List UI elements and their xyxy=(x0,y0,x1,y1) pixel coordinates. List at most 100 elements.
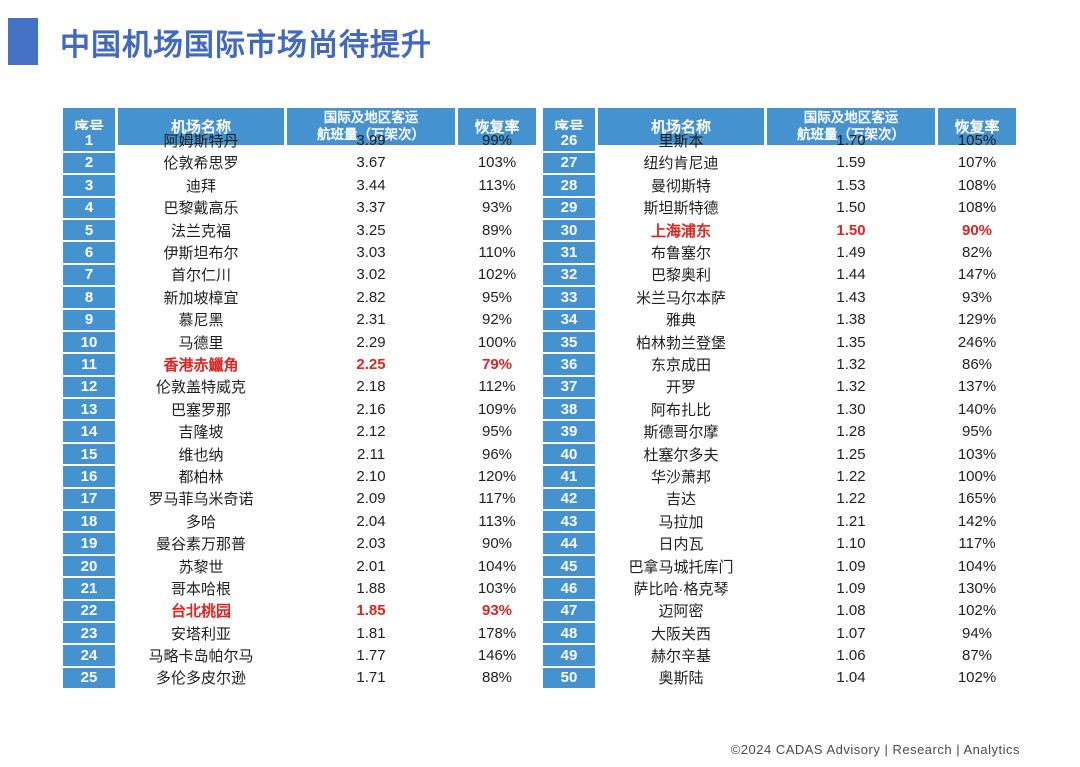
airport-name: 米兰马尔本萨 xyxy=(635,289,726,307)
recovery-rate: 103% xyxy=(477,154,517,172)
recovery-rate: 104% xyxy=(477,557,517,575)
recovery-rate: 103% xyxy=(477,579,517,597)
row-index: 17 xyxy=(63,488,115,510)
flight-volume: 2.10 xyxy=(356,467,386,485)
column-header: 国际及地区客运 航班量（万架次） xyxy=(767,108,935,145)
recovery-rate: 142% xyxy=(957,512,997,530)
recovery-rate: 108% xyxy=(957,176,997,194)
airport-name: 法兰克福 xyxy=(170,222,231,240)
title-row: 中国机场国际市场尚待提升 xyxy=(8,18,432,65)
airport-name: 马拉加 xyxy=(658,513,704,531)
airport-name: 维也纳 xyxy=(178,446,224,464)
recovery-rate: 137% xyxy=(957,378,997,396)
row-index: 33 xyxy=(543,287,595,308)
recovery-rate: 107% xyxy=(957,154,997,172)
recovery-rate: 96% xyxy=(481,445,513,463)
recovery-rate: 129% xyxy=(957,311,997,329)
recovery-rate: 90% xyxy=(961,221,993,239)
row-index: 31 xyxy=(543,242,595,263)
column-header: 恢复率 xyxy=(458,108,536,145)
airport-name: 吉隆坡 xyxy=(178,424,224,442)
flight-volume: 2.03 xyxy=(356,535,386,553)
row-index: 35 xyxy=(543,331,595,353)
airport-name: 首尔仁川 xyxy=(170,267,231,285)
row-index: 2 xyxy=(63,152,115,174)
airport-name: 杜塞尔多夫 xyxy=(643,446,719,464)
row-index: 39 xyxy=(543,421,595,442)
recovery-rate: 178% xyxy=(477,624,517,642)
airport-name: 巴拿马城托库门 xyxy=(628,558,734,576)
flight-volume: 1.06 xyxy=(836,647,866,665)
recovery-rate: 90% xyxy=(481,535,513,553)
column-header: 恢复率 xyxy=(938,108,1016,145)
airport-name: 曼彻斯特 xyxy=(650,177,711,195)
flight-volume: 1.59 xyxy=(836,154,866,172)
recovery-rate: 87% xyxy=(961,647,993,665)
airport-name: 纽约肯尼迪 xyxy=(643,155,719,173)
airport-name: 都柏林 xyxy=(178,468,224,486)
flight-volume: 1.21 xyxy=(836,512,866,530)
row-index: 19 xyxy=(63,533,115,554)
row-index: 37 xyxy=(543,376,595,398)
flight-volume: 2.04 xyxy=(356,512,386,530)
flight-volume: 1.09 xyxy=(836,557,866,575)
recovery-rate: 88% xyxy=(481,669,513,687)
row-index: 11 xyxy=(63,354,115,375)
row-index: 50 xyxy=(543,667,595,689)
flight-volume: 2.31 xyxy=(356,311,386,329)
recovery-rate: 95% xyxy=(961,423,993,441)
airport-name: 华沙萧邦 xyxy=(650,468,711,486)
airport-name: 柏林勃兰登堡 xyxy=(635,334,726,352)
row-index: 41 xyxy=(543,466,595,487)
airport-name: 里斯本 xyxy=(658,133,704,151)
airport-name: 苏黎世 xyxy=(178,558,224,576)
recovery-rate: 113% xyxy=(478,512,516,530)
airport-name: 吉达 xyxy=(665,491,696,509)
recovery-rate: 95% xyxy=(481,288,513,306)
flight-volume: 1.43 xyxy=(836,288,866,306)
column-header: 国际及地区客运 航班量（万架次） xyxy=(287,108,455,145)
recovery-rate: 79% xyxy=(481,355,513,373)
flight-volume: 1.70 xyxy=(836,132,866,150)
recovery-rate: 93% xyxy=(481,199,513,217)
row-index: 40 xyxy=(543,443,595,465)
airport-name: 巴黎奥利 xyxy=(650,267,711,285)
airport-table-left: 序号 机场名称 国际及地区客运 航班量（万架次） 恢复率 1 阿姆斯特丹 3.99 99% 2 伦… xyxy=(63,108,536,689)
row-index: 14 xyxy=(63,421,115,442)
row-index: 45 xyxy=(543,555,595,577)
row-index: 47 xyxy=(543,600,595,621)
flight-volume: 2.11 xyxy=(356,445,386,463)
row-index: 42 xyxy=(543,488,595,510)
row-index: 13 xyxy=(63,399,115,420)
recovery-rate: 86% xyxy=(961,355,993,373)
row-index: 21 xyxy=(63,578,115,599)
row-index: 36 xyxy=(543,354,595,375)
recovery-rate: 165% xyxy=(957,490,997,508)
flight-volume: 1.53 xyxy=(836,176,866,194)
row-index: 34 xyxy=(543,309,595,330)
flight-volume: 2.01 xyxy=(356,557,386,575)
recovery-rate: 120% xyxy=(477,467,517,485)
airport-name: 马德里 xyxy=(178,334,224,352)
flight-volume: 1.07 xyxy=(836,624,866,642)
flight-volume: 1.44 xyxy=(836,266,866,284)
row-index: 46 xyxy=(543,578,595,599)
flight-volume: 2.09 xyxy=(356,490,386,508)
airport-name: 新加坡樟宜 xyxy=(163,289,239,307)
airport-name: 赫尔辛基 xyxy=(650,648,711,666)
flight-volume: 1.38 xyxy=(836,311,866,329)
recovery-rate: 100% xyxy=(957,467,997,485)
flight-volume: 3.44 xyxy=(356,176,386,194)
row-index: 18 xyxy=(63,511,115,532)
recovery-rate: 103% xyxy=(957,445,997,463)
row-index: 32 xyxy=(543,264,595,286)
row-index: 16 xyxy=(63,466,115,487)
column-header: 机场名称 xyxy=(598,108,764,145)
flight-volume: 3.25 xyxy=(356,221,386,239)
airport-name: 阿布扎比 xyxy=(650,401,711,419)
row-index: 6 xyxy=(63,242,115,263)
row-index: 44 xyxy=(543,533,595,554)
flight-volume: 3.37 xyxy=(356,199,386,217)
airport-name: 大阪关西 xyxy=(650,625,711,643)
airport-name: 斯德哥尔摩 xyxy=(643,424,719,442)
